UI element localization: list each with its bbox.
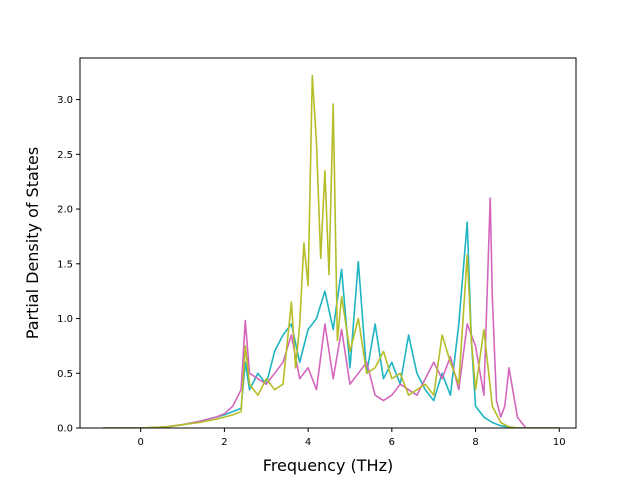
y-axis: 0.0 0.5 1.0 1.5 2.0 2.5 3.0 bbox=[57, 95, 80, 435]
y-tick-label: 2.5 bbox=[57, 150, 73, 161]
x-tick-label: 8 bbox=[472, 437, 478, 448]
y-axis-label: Partial Density of States bbox=[23, 147, 42, 339]
x-tick-label: 2 bbox=[221, 437, 227, 448]
x-tick-label: 6 bbox=[389, 437, 395, 448]
series-line-1 bbox=[103, 221, 560, 428]
x-tick-label: 4 bbox=[305, 437, 311, 448]
series-line-3 bbox=[103, 74, 560, 428]
y-tick-label: 1.5 bbox=[57, 259, 73, 270]
x-tick-label: 0 bbox=[138, 437, 144, 448]
series-line-2 bbox=[103, 197, 560, 428]
x-axis: 0 2 4 6 8 10 bbox=[138, 428, 566, 448]
y-tick-label: 3.0 bbox=[57, 95, 73, 106]
x-tick-label: 10 bbox=[553, 437, 566, 448]
series-layer bbox=[103, 74, 560, 428]
y-tick-label: 0.5 bbox=[57, 369, 73, 380]
x-axis-label: Frequency (THz) bbox=[263, 456, 393, 475]
y-tick-label: 0.0 bbox=[57, 424, 73, 435]
plot-frame bbox=[79, 57, 577, 429]
y-tick-label: 2.0 bbox=[57, 205, 73, 216]
y-tick-label: 1.0 bbox=[57, 314, 73, 325]
